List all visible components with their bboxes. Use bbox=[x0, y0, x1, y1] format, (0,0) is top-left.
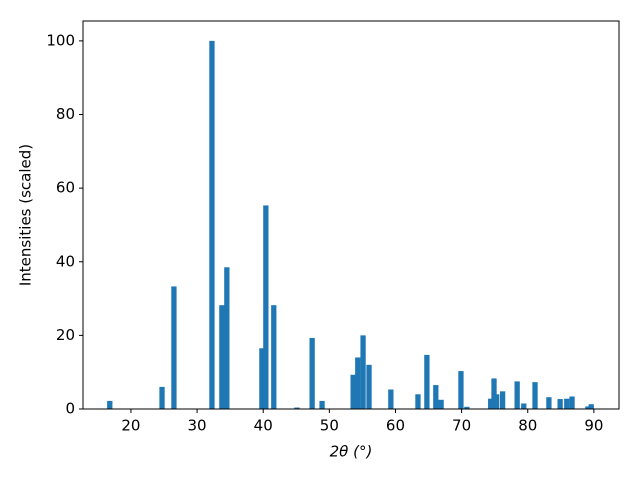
bar bbox=[366, 364, 372, 409]
bar bbox=[350, 374, 356, 409]
bar bbox=[360, 335, 366, 409]
bar bbox=[564, 398, 570, 409]
bar bbox=[388, 389, 394, 409]
x-tick-label: 50 bbox=[320, 417, 339, 435]
x-axis-label: 2θ (°) bbox=[330, 443, 373, 461]
y-tick-label: 40 bbox=[56, 252, 75, 270]
bar bbox=[494, 394, 500, 409]
bar bbox=[433, 385, 439, 409]
x-tick-label: 70 bbox=[452, 417, 471, 435]
plot-frame bbox=[82, 20, 620, 410]
bar bbox=[491, 378, 497, 409]
x-tick-label: 90 bbox=[584, 417, 603, 435]
bar bbox=[464, 406, 470, 409]
bar bbox=[415, 394, 421, 409]
bar bbox=[438, 399, 444, 409]
y-tick-label: 60 bbox=[56, 179, 75, 197]
bar bbox=[424, 354, 430, 409]
bar bbox=[159, 386, 165, 409]
bar bbox=[585, 406, 591, 409]
y-tick-label: 0 bbox=[65, 400, 75, 418]
bar bbox=[488, 398, 494, 409]
bar bbox=[294, 407, 300, 409]
bar bbox=[263, 205, 269, 409]
y-tick-label: 80 bbox=[56, 105, 75, 123]
bar bbox=[588, 404, 594, 409]
x-tick-label: 30 bbox=[188, 417, 207, 435]
bar bbox=[458, 371, 464, 409]
bar bbox=[171, 286, 177, 409]
x-tick-label: 20 bbox=[121, 417, 140, 435]
bar bbox=[521, 403, 527, 409]
y-tick-label: 20 bbox=[56, 326, 75, 344]
bar bbox=[557, 399, 563, 409]
y-tick-label: 100 bbox=[46, 31, 75, 49]
bar bbox=[569, 396, 575, 409]
bar bbox=[219, 305, 225, 409]
bar bbox=[259, 348, 265, 409]
bar bbox=[309, 337, 315, 409]
bar bbox=[546, 397, 552, 409]
bar bbox=[514, 381, 520, 409]
bar bbox=[107, 400, 113, 409]
x-tick-label: 60 bbox=[386, 417, 405, 435]
bar bbox=[355, 357, 361, 409]
bar bbox=[499, 391, 506, 409]
bar bbox=[319, 400, 325, 409]
y-axis-label: Intensities (scaled) bbox=[17, 144, 35, 286]
x-tick-label: 40 bbox=[254, 417, 273, 435]
x-tick-label: 80 bbox=[518, 417, 537, 435]
bar bbox=[209, 40, 215, 409]
bar bbox=[532, 382, 538, 409]
bar bbox=[271, 305, 277, 409]
bar bbox=[224, 267, 230, 409]
